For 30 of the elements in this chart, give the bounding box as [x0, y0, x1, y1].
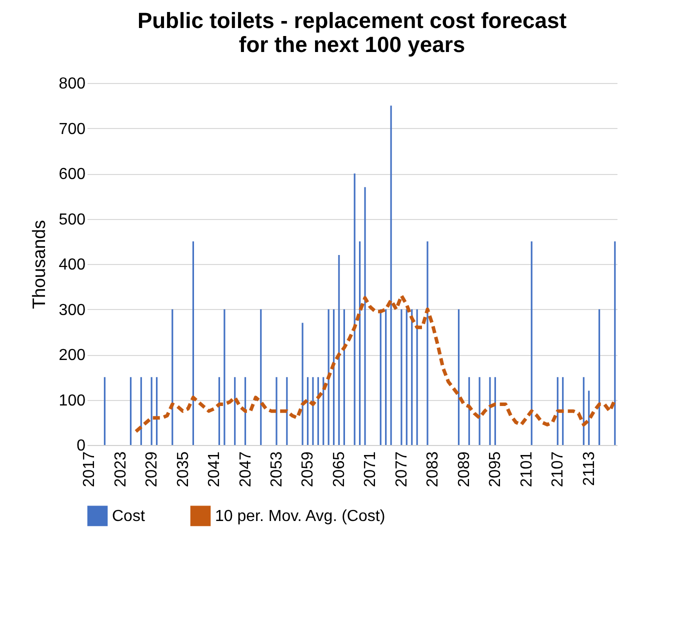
x-tick-label: 2095: [487, 451, 504, 488]
y-tick-label: 500: [58, 211, 86, 228]
legend-label: Cost: [112, 508, 146, 525]
x-tick-label: 2071: [362, 451, 380, 488]
x-tick-label: 2077: [393, 451, 410, 488]
y-tick-label: 100: [58, 392, 86, 410]
x-tick-label: 2035: [174, 451, 192, 488]
x-tick-label: 2041: [206, 451, 224, 488]
y-tick-label: 600: [58, 166, 86, 183]
chart-title: Public toilets - replacement cost forecast for the next 100 years: [137, 8, 568, 57]
x-tick-label: 2065: [330, 451, 348, 488]
x-tick-label: 2017: [81, 451, 98, 488]
x-tick-label: 2113: [580, 451, 598, 486]
y-tick-label: 400: [58, 256, 86, 274]
x-tick-label: 2107: [550, 451, 567, 488]
x-tick-label: 2023: [112, 451, 130, 488]
x-tick-label: 2101: [518, 451, 536, 488]
legend-label: 10 per. Mov. Avg. (Cost): [215, 508, 386, 525]
x-tick-label: 2059: [300, 451, 317, 488]
y-tick-label: 200: [58, 347, 86, 364]
x-tick-label: 2029: [144, 451, 161, 488]
y-tick-label: 800: [58, 76, 86, 92]
y-tick-label: 700: [58, 120, 86, 138]
y-tick-label: 300: [58, 302, 86, 319]
x-tick-label: 2083: [424, 451, 442, 488]
line-series: [134, 294, 617, 434]
y-axis-title: Thousands: [28, 220, 49, 310]
x-tick-label: 2089: [456, 451, 473, 488]
x-tick-label: 2047: [237, 451, 254, 488]
x-tick-label: 2053: [268, 451, 286, 488]
